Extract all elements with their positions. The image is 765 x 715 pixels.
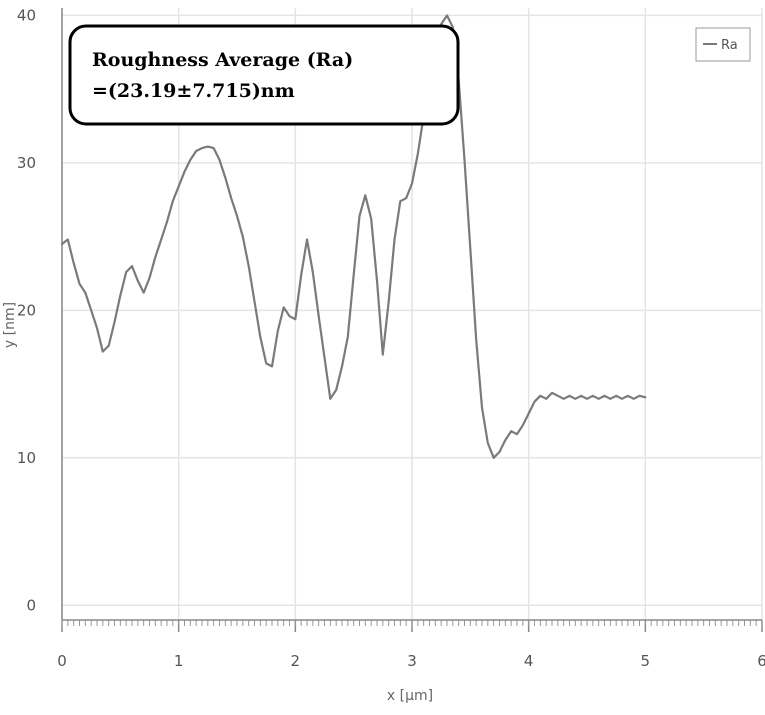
y-tick-label: 0 xyxy=(26,596,36,614)
x-axis-title: x [µm] xyxy=(387,688,433,704)
x-tick-label: 6 xyxy=(757,652,765,670)
x-tick-label: 3 xyxy=(407,652,417,670)
y-tick-labels: 0 10 20 30 40 xyxy=(17,6,36,614)
x-tick-labels: 0 1 2 3 4 5 6 xyxy=(57,652,765,670)
y-tick-label: 40 xyxy=(17,6,36,24)
legend: Ra xyxy=(695,27,751,62)
x-minor-ticks xyxy=(61,620,763,632)
annotation-box: Roughness Average (Ra) =(23.19±7.715)nm xyxy=(68,24,460,126)
x-tick-label: 4 xyxy=(524,652,534,670)
y-axis-title: y [nm] xyxy=(2,302,18,348)
annotation-line-1: Roughness Average (Ra) xyxy=(92,49,353,71)
x-tick-label: 0 xyxy=(57,652,67,670)
y-tick-label: 20 xyxy=(17,301,36,319)
series-line-ra xyxy=(60,14,647,459)
y-tick-label: 30 xyxy=(17,154,36,172)
series-group xyxy=(60,14,647,459)
x-tick-label: 1 xyxy=(174,652,184,670)
y-tick-label: 10 xyxy=(17,449,36,467)
legend-label-ra: Ra xyxy=(721,38,738,53)
x-tick-label: 5 xyxy=(641,652,651,670)
annotation-line-2: =(23.19±7.715)nm xyxy=(92,80,295,102)
x-tick-label: 2 xyxy=(291,652,301,670)
